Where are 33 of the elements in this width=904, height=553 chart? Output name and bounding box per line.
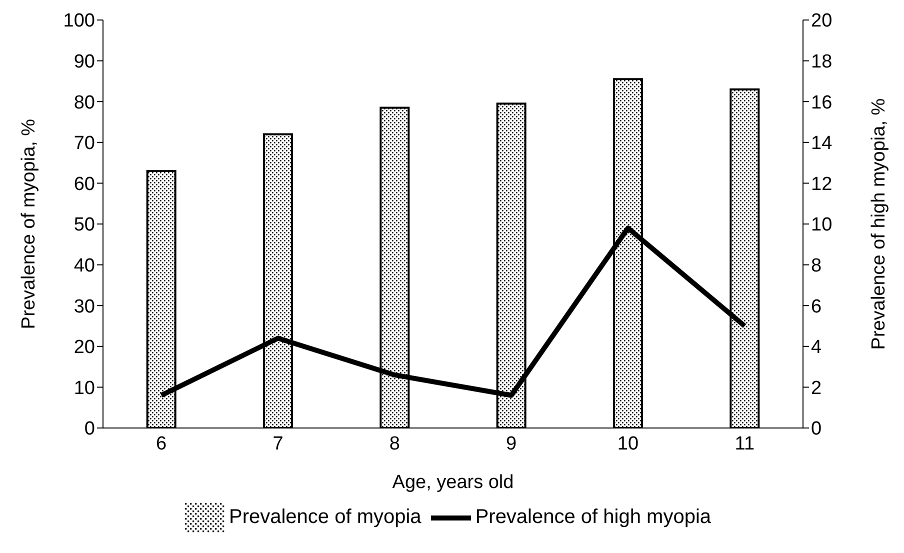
y-tick-label: 0 (84, 418, 95, 440)
y-tick-label: 100 (63, 10, 95, 32)
legend-label: Prevalence of high myopia (475, 506, 712, 528)
y2-tick-label: 0 (811, 418, 822, 440)
y2-tick-label: 12 (811, 174, 832, 195)
y-tick-label: 10 (74, 378, 95, 399)
y-tick-label: 60 (74, 174, 95, 195)
x-tick-label: 7 (272, 433, 284, 454)
y2-tick-label: 4 (811, 337, 822, 358)
y2-tick-label: 14 (811, 133, 833, 154)
y-tick-label: 50 (74, 214, 95, 236)
y2-tick-label: 20 (811, 10, 832, 32)
x-tick-label: 6 (156, 433, 167, 454)
x-tick-label: 9 (506, 433, 517, 454)
y-tick-label: 80 (74, 92, 95, 114)
y2-axis-title: Prevalence of high myopia, % (868, 98, 890, 350)
y-axis-title: Prevalence of myopia, % (18, 118, 40, 330)
y-tick-label: 40 (74, 256, 95, 277)
x-tick-label: 10 (617, 433, 639, 454)
x-tick-label: 8 (389, 433, 400, 454)
x-axis-title: Age, years old (392, 472, 514, 493)
legend-label: Prevalence of myopia (228, 506, 422, 528)
y-tick-label: 30 (74, 296, 95, 318)
y2-tick-label: 6 (811, 296, 822, 318)
y2-tick-label: 18 (811, 52, 832, 73)
y2-tick-label: 16 (811, 92, 832, 114)
y-tick-label: 20 (74, 337, 95, 358)
y2-tick-label: 10 (811, 214, 832, 236)
y2-tick-label: 8 (811, 256, 822, 277)
x-tick-label: 11 (734, 433, 755, 454)
y-tick-label: 70 (74, 133, 95, 154)
y2-tick-label: 2 (811, 378, 822, 399)
y-tick-label: 90 (74, 52, 95, 73)
